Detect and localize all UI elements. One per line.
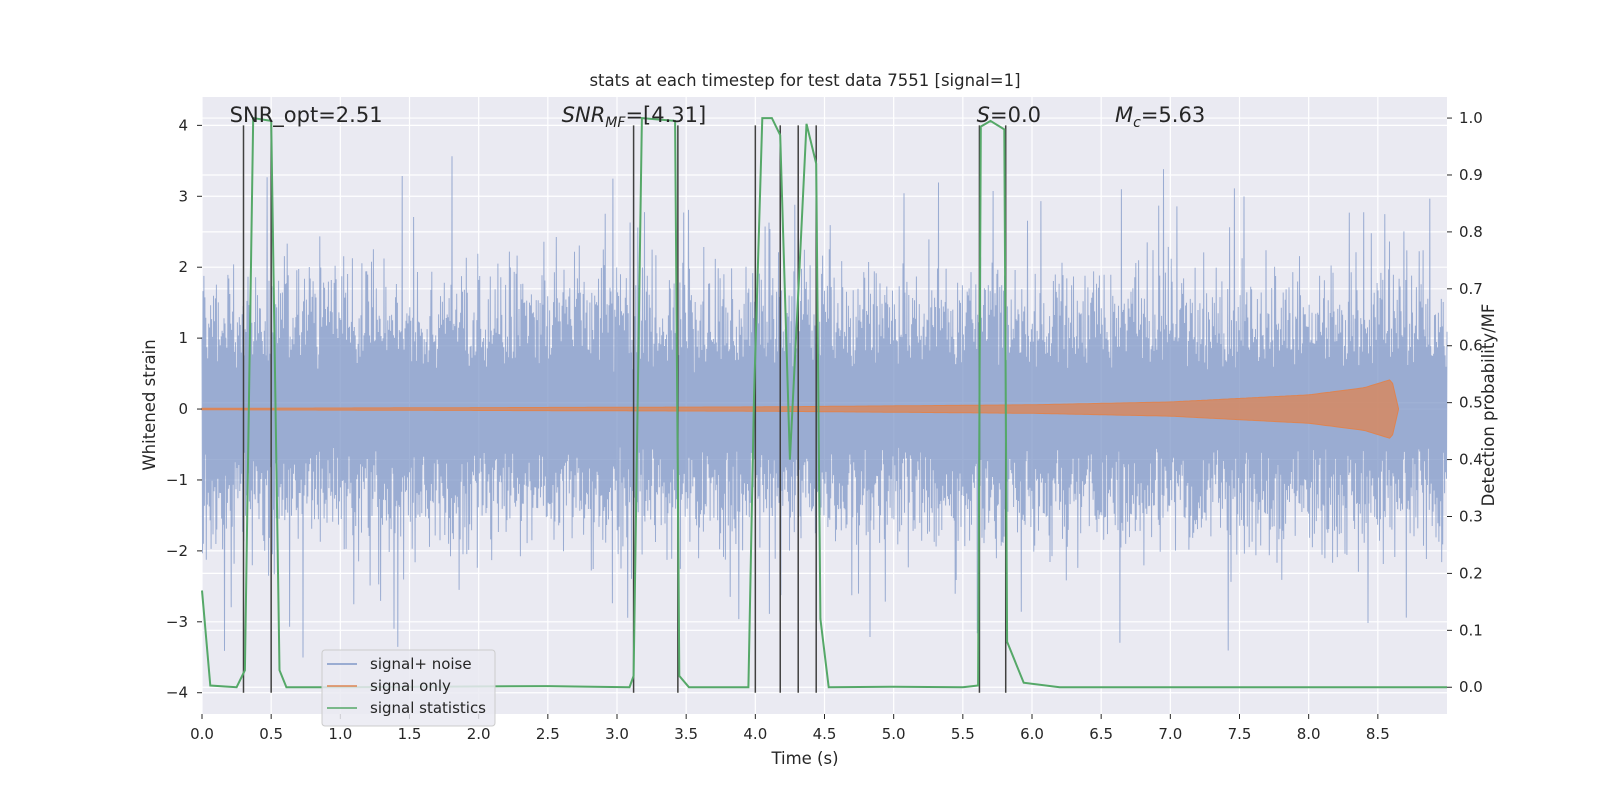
y-tick-label: 0 — [178, 400, 188, 418]
legend-label-signal-only: signal only — [370, 677, 451, 695]
x-tick-label: 4.5 — [813, 725, 837, 743]
y-tick-label: 1 — [178, 329, 188, 347]
y2-tick-label: 0.0 — [1459, 678, 1483, 696]
y2-tick-label: 0.5 — [1459, 394, 1483, 412]
annotation: SNR_opt=2.51 — [230, 103, 383, 128]
y-tick-label: −1 — [166, 471, 188, 489]
x-tick-label: 2.5 — [536, 725, 560, 743]
series-signal-statistics — [201, 116, 1447, 689]
y2-tick-label: 0.1 — [1459, 621, 1483, 639]
legend: signal+ noise signal only signal statist… — [321, 649, 496, 727]
x-tick-label: 7.5 — [1228, 725, 1252, 743]
annotation: S=0.0 — [977, 103, 1041, 127]
legend-box — [321, 649, 496, 727]
x-axis-label: Time (s) — [770, 749, 838, 768]
x-tick-label: 8.0 — [1297, 725, 1321, 743]
y-axis-label: Whitened strain — [140, 339, 159, 470]
x-tick-label: 3.5 — [674, 725, 698, 743]
y2-tick-label: 0.2 — [1459, 564, 1483, 582]
y2-tick-label: 0.4 — [1459, 451, 1483, 469]
signal-statistics-line — [201, 116, 1447, 689]
x-tick-label: 1.5 — [398, 725, 422, 743]
annotation: SNRMF=[4.31] — [562, 103, 707, 131]
y-tick-label: −4 — [166, 684, 188, 702]
y-tick-label: −3 — [166, 613, 188, 631]
x-tick-label: 0.0 — [190, 725, 214, 743]
y2-tick-label: 0.3 — [1459, 507, 1483, 525]
y-tick-label: 4 — [178, 116, 188, 134]
x-tick-label: 6.0 — [1020, 725, 1044, 743]
series-signal-only — [201, 379, 1400, 439]
y2-tick-label: 0.6 — [1459, 337, 1483, 355]
y-tick-label: 2 — [178, 258, 188, 276]
chart-title: stats at each timestep for test data 755… — [589, 71, 1020, 90]
y-tick-label: 3 — [178, 187, 188, 205]
legend-label-signal-statistics: signal statistics — [370, 699, 486, 717]
y2-axis-label: Detection probability/MF — [1479, 304, 1498, 507]
x-tick-label: 4.0 — [743, 725, 767, 743]
y-axis-ticks: −4 −3 −2 −1 0 1 2 3 4 — [166, 116, 202, 702]
x-tick-label: 6.5 — [1089, 725, 1113, 743]
x-tick-label: 8.5 — [1366, 725, 1390, 743]
annotations: SNR_opt=2.51 SNRMF=[4.31] S=0.0 Mc=5.63 — [230, 103, 1206, 131]
series-signal-noise — [201, 156, 1448, 658]
x-tick-label: 2.0 — [467, 725, 491, 743]
x-tick-label: 1.0 — [328, 725, 352, 743]
y2-tick-label: 0.9 — [1459, 166, 1483, 184]
y2-tick-label: 0.8 — [1459, 223, 1483, 241]
y-tick-label: −2 — [166, 542, 188, 560]
x-tick-label: 7.0 — [1158, 725, 1182, 743]
x-tick-label: 5.5 — [951, 725, 975, 743]
y2-axis-ticks: 0.0 0.1 0.2 0.3 0.4 0.5 0.6 0.7 0.8 0.9 1.0 — [1447, 109, 1483, 696]
x-tick-label: 5.0 — [882, 725, 906, 743]
x-tick-label: 3.0 — [605, 725, 629, 743]
signal-only-band — [201, 379, 1400, 439]
y2-tick-label: 0.7 — [1459, 280, 1483, 298]
annotation: Mc=5.63 — [1115, 103, 1205, 131]
x-axis-ticks: 0.0 0.5 1.0 1.5 2.0 2.5 3.0 3.5 4.0 4.5 5.0 5.5 6.0 6… — [190, 714, 1390, 743]
signal-noise-line — [201, 156, 1448, 658]
x-tick-label: 0.5 — [259, 725, 283, 743]
y2-tick-label: 1.0 — [1459, 109, 1483, 127]
legend-label-signal-noise: signal+ noise — [370, 655, 472, 673]
